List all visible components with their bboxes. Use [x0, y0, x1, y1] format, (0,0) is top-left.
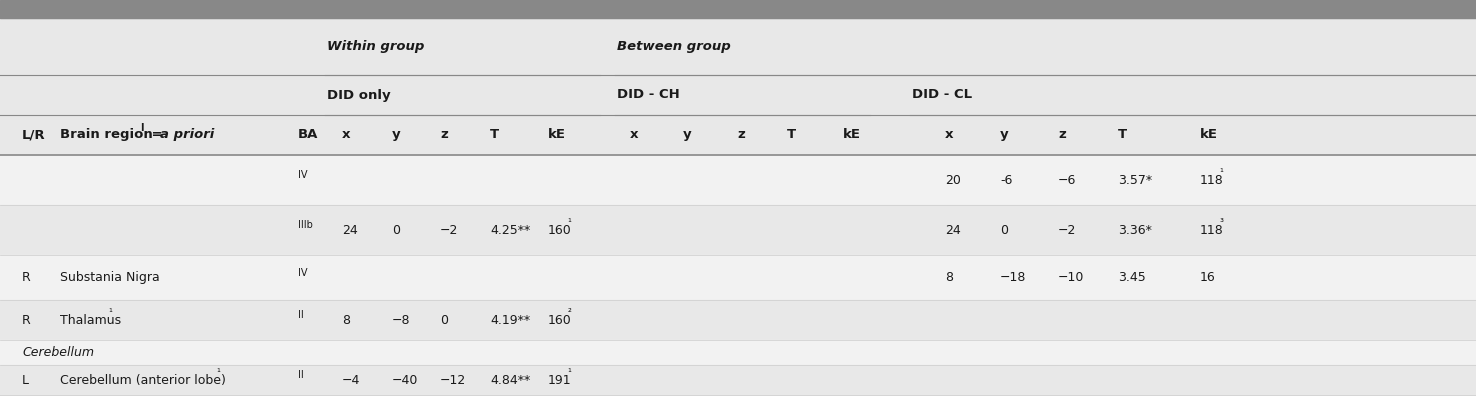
Bar [0, 18, 1476, 75]
Text: x: x [630, 128, 639, 141]
Bar [0, 365, 1476, 396]
Text: 4.19**: 4.19** [490, 314, 530, 326]
Text: Thalamus: Thalamus [61, 314, 121, 326]
Text: 8: 8 [342, 314, 350, 326]
Text: 118: 118 [1200, 173, 1224, 187]
Text: kE: kE [843, 128, 861, 141]
Text: 4.25**: 4.25** [490, 223, 530, 236]
Text: −8: −8 [393, 314, 410, 326]
Text: −40: −40 [393, 374, 418, 387]
Text: IV: IV [298, 170, 307, 180]
Text: a priori: a priori [159, 128, 214, 141]
Text: IV: IV [298, 268, 307, 278]
Text: 3.36*: 3.36* [1117, 223, 1151, 236]
Text: BA: BA [298, 128, 319, 141]
Text: Cerebellum: Cerebellum [22, 346, 94, 359]
Text: z: z [737, 128, 745, 141]
Text: L: L [22, 374, 30, 387]
Text: ¹: ¹ [1219, 168, 1224, 178]
Bar [0, 0, 1476, 18]
Text: x: x [342, 128, 350, 141]
Text: T: T [490, 128, 499, 141]
Text: =: = [148, 128, 167, 141]
Text: 16: 16 [1200, 271, 1216, 284]
Text: DID only: DID only [328, 88, 391, 101]
Text: II: II [298, 371, 304, 381]
Text: z: z [440, 128, 447, 141]
Bar [0, 340, 1476, 365]
Text: I: I [140, 123, 143, 133]
Text: T: T [1117, 128, 1128, 141]
Text: kE: kE [1200, 128, 1218, 141]
Text: −2: −2 [1058, 223, 1076, 236]
Text: ¹: ¹ [567, 369, 571, 379]
Bar [0, 155, 1476, 205]
Text: x: x [945, 128, 953, 141]
Text: y: y [683, 128, 692, 141]
Text: 118: 118 [1200, 223, 1224, 236]
Text: ¹: ¹ [215, 369, 220, 379]
Text: L/R: L/R [22, 128, 46, 141]
Text: 160: 160 [548, 223, 571, 236]
Text: ²: ² [567, 308, 571, 318]
Text: z: z [1058, 128, 1066, 141]
Text: 0: 0 [1001, 223, 1008, 236]
Text: 3.57*: 3.57* [1117, 173, 1153, 187]
Text: ¹: ¹ [108, 308, 112, 318]
Text: R: R [22, 314, 31, 326]
Text: −18: −18 [1001, 271, 1026, 284]
Text: y: y [1001, 128, 1008, 141]
Text: 0: 0 [440, 314, 449, 326]
Text: Brain region: Brain region [61, 128, 152, 141]
Text: 0: 0 [393, 223, 400, 236]
Text: DID - CL: DID - CL [912, 88, 973, 101]
Text: −10: −10 [1058, 271, 1085, 284]
Text: 3.45: 3.45 [1117, 271, 1145, 284]
Text: DID - CH: DID - CH [617, 88, 680, 101]
Text: Within group: Within group [328, 40, 425, 53]
Bar [0, 300, 1476, 340]
Text: 24: 24 [945, 223, 961, 236]
Text: 191: 191 [548, 374, 571, 387]
Text: T: T [787, 128, 796, 141]
Bar [0, 205, 1476, 255]
Text: Substania Nigra: Substania Nigra [61, 271, 159, 284]
Text: 24: 24 [342, 223, 357, 236]
Text: y: y [393, 128, 400, 141]
Text: ¹: ¹ [567, 218, 571, 228]
Text: Cerebellum (anterior lobe): Cerebellum (anterior lobe) [61, 374, 226, 387]
Bar [0, 255, 1476, 300]
Text: −4: −4 [342, 374, 360, 387]
Text: 4.84**: 4.84** [490, 374, 530, 387]
Text: 160: 160 [548, 314, 571, 326]
Text: ³: ³ [1219, 218, 1224, 228]
Text: IIIb: IIIb [298, 220, 313, 230]
Text: R: R [22, 271, 31, 284]
Text: −2: −2 [440, 223, 459, 236]
Text: II: II [298, 310, 304, 320]
Bar [0, 115, 1476, 155]
Text: −6: −6 [1058, 173, 1076, 187]
Text: -6: -6 [1001, 173, 1013, 187]
Text: Between group: Between group [617, 40, 731, 53]
Text: kE: kE [548, 128, 565, 141]
Bar [0, 75, 1476, 115]
Text: 8: 8 [945, 271, 953, 284]
Text: 20: 20 [945, 173, 961, 187]
Text: −12: −12 [440, 374, 466, 387]
